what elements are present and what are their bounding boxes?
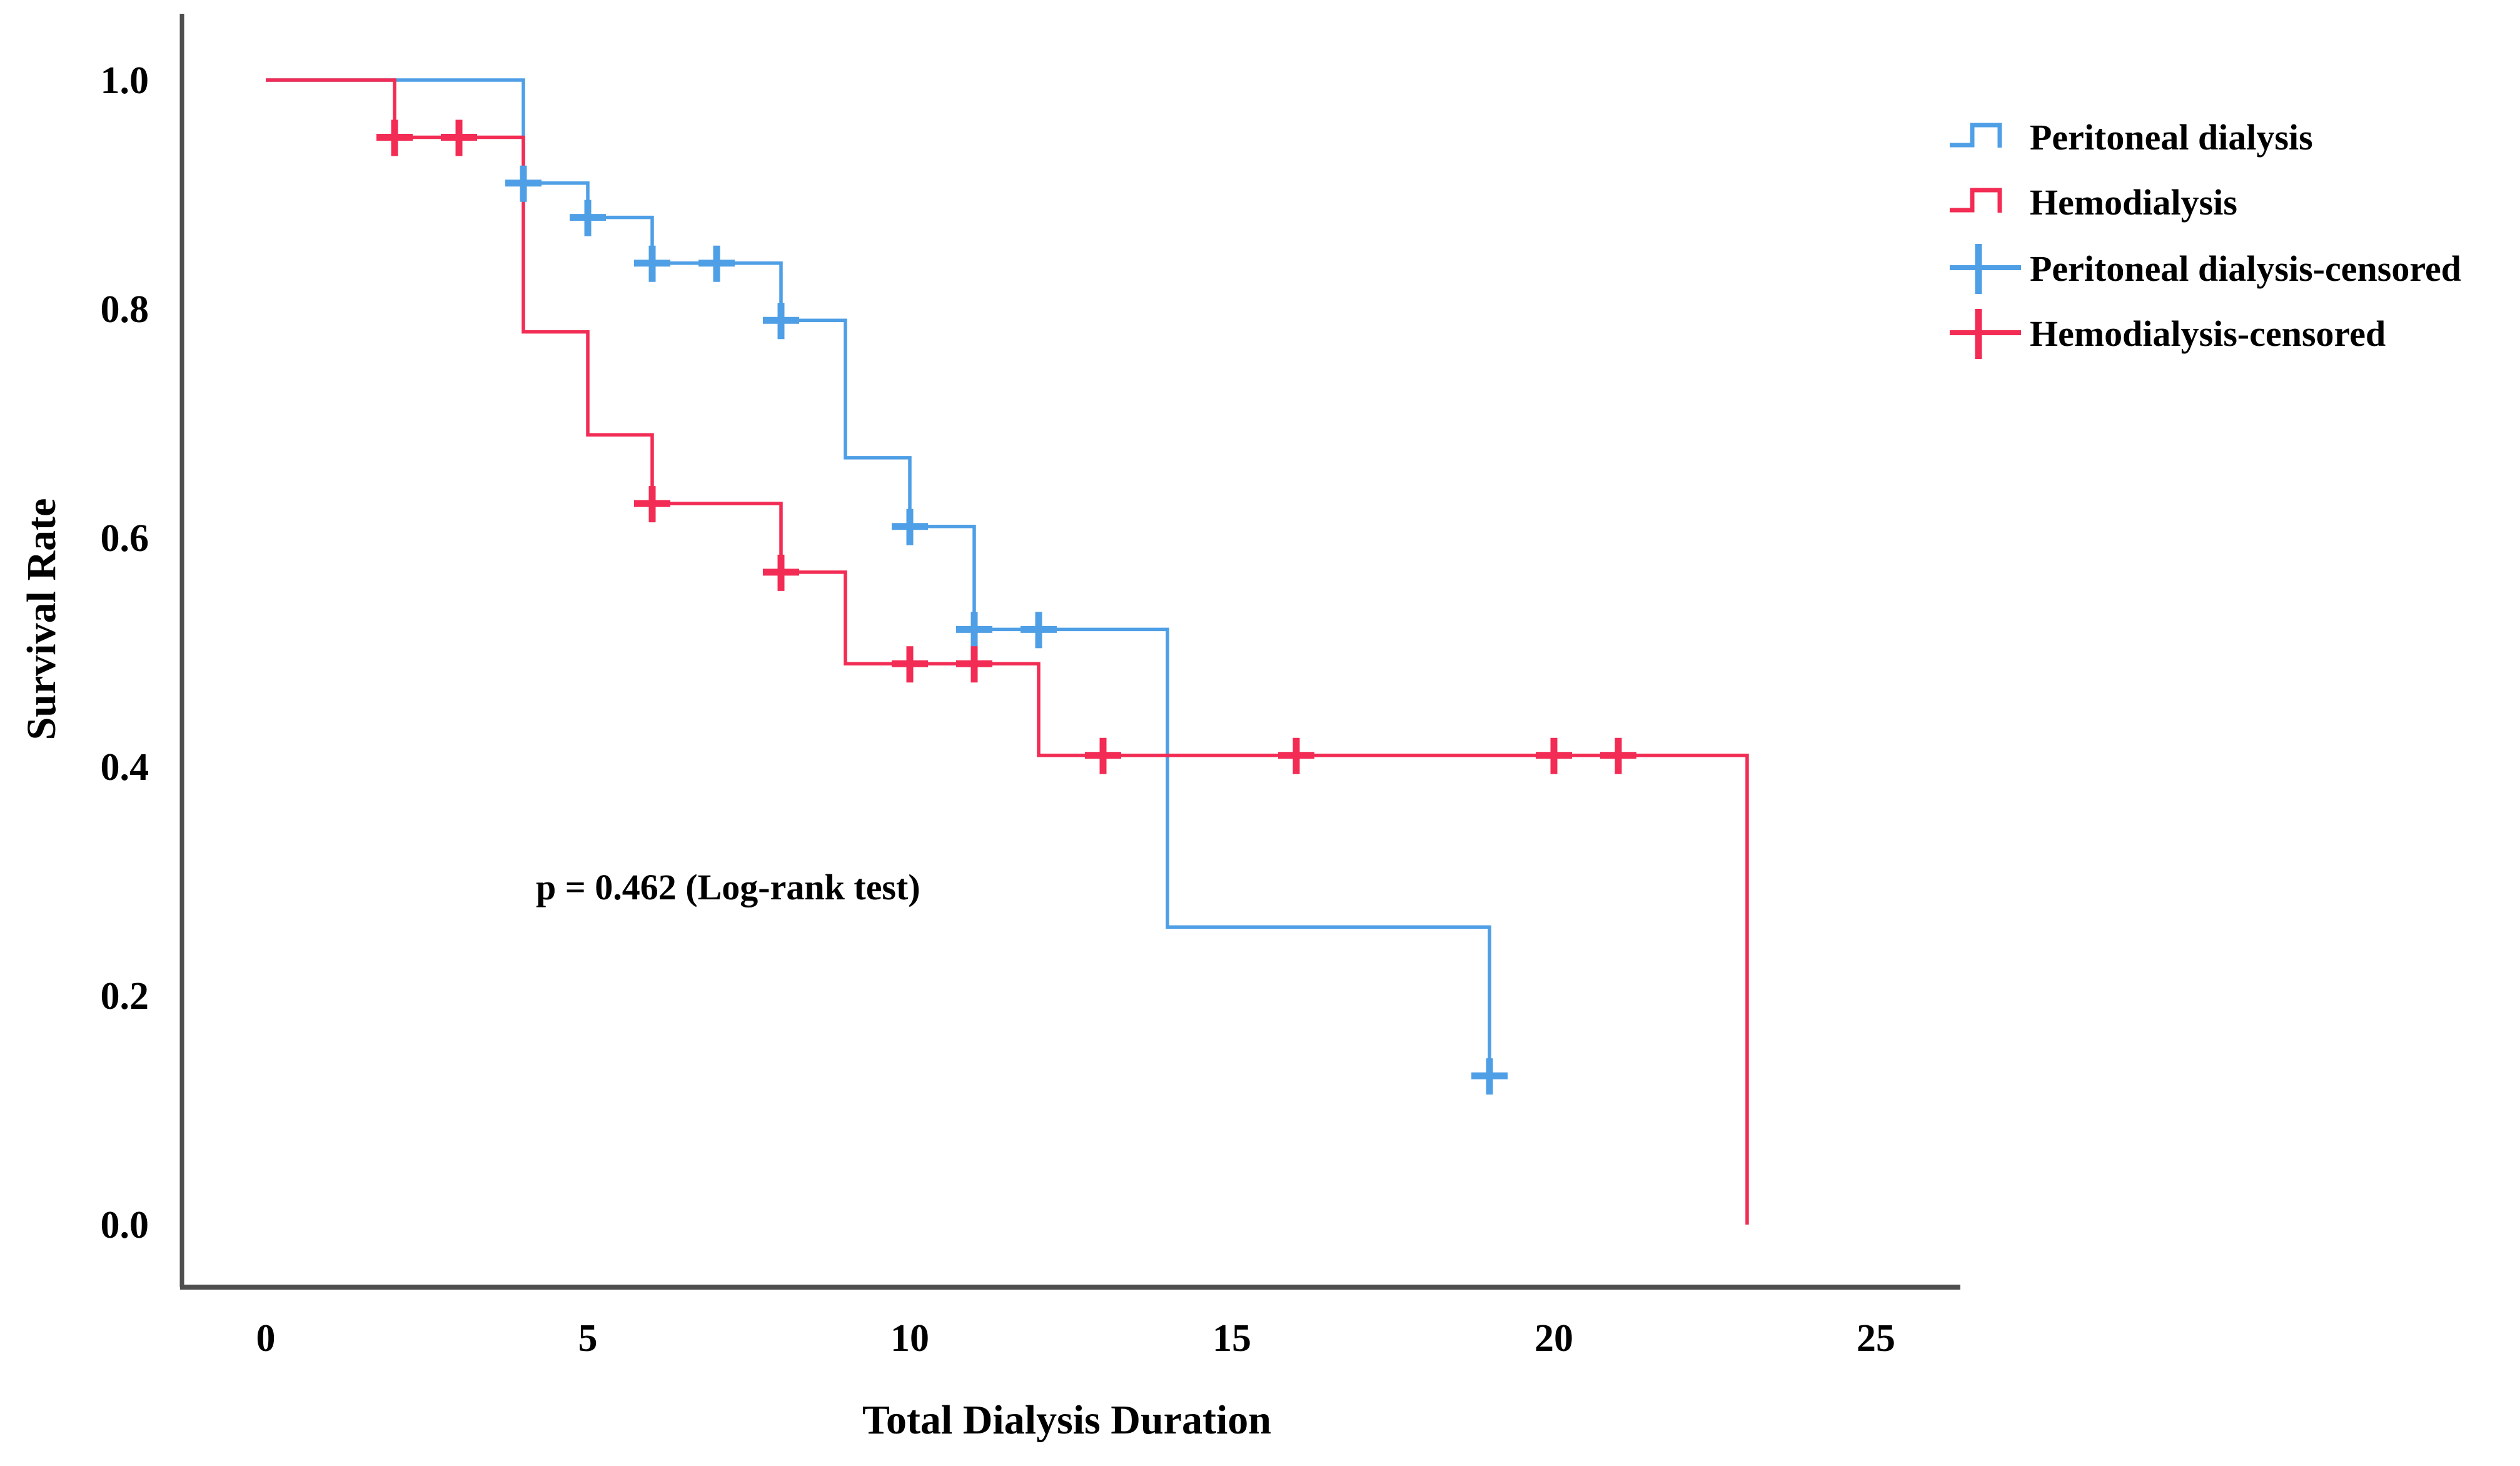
legend-item-hemodialysis: Hemodialysis (1950, 182, 2237, 223)
y-tick-0.8: 0.8 (101, 288, 149, 331)
censor-mark-peritoneal-dialysis (956, 612, 992, 649)
y-tick-1.0: 1.0 (101, 59, 149, 102)
censor-mark-hemodialysis (892, 646, 928, 683)
curve-hemodialysis (266, 78, 1749, 1225)
censor-mark-hemodialysis (376, 119, 413, 156)
legend-item-peritoneal-dialysis: Peritoneal dialysis (1950, 117, 2313, 158)
x-tick-25: 25 (1857, 1317, 1895, 1360)
censor-mark-peritoneal-dialysis (763, 303, 799, 340)
y-tick-0.0: 0.0 (101, 1204, 149, 1246)
y-tick-0.4: 0.4 (101, 746, 149, 789)
censor-mark-hemodialysis (956, 646, 992, 683)
legend-label: Peritoneal dialysis (2030, 117, 2313, 158)
censor-marks (376, 119, 1636, 1095)
censor-mark-hemodialysis (1536, 737, 1572, 774)
censor-mark-peritoneal-dialysis (1021, 612, 1057, 649)
legend-step-line-icon (1950, 123, 2002, 148)
legend-label: Hemodialysis (2030, 182, 2237, 223)
censor-mark-peritoneal-dialysis (698, 245, 735, 282)
legend-label: Hemodialysis-censored (2030, 313, 2386, 354)
censor-mark-hemodialysis (1085, 737, 1121, 774)
censor-mark-peritoneal-dialysis (892, 508, 928, 545)
legend-step-line-icon (1950, 188, 2002, 213)
x-axis-title: Total Dialysis Duration (862, 1397, 1271, 1443)
censor-mark-peritoneal-dialysis (634, 245, 670, 282)
x-tick-20: 20 (1535, 1317, 1573, 1360)
legend-item-hemodialysis-censored: Hemodialysis-censored (1950, 309, 2386, 359)
survival-curves (266, 78, 1749, 1225)
censor-mark-hemodialysis (1600, 737, 1636, 774)
y-axis-tick-labels: 1.0 0.8 0.6 0.4 0.2 0.0 (101, 59, 149, 1246)
x-axis-tick-labels: 0 5 10 15 20 25 (256, 1317, 1896, 1360)
legend-item-peritoneal-dialysis-censored: Peritoneal dialysis-censored (1950, 244, 2461, 294)
censor-mark-hemodialysis (634, 486, 670, 523)
censor-mark-hemodialysis (441, 119, 477, 156)
x-tick-5: 5 (578, 1317, 598, 1360)
legend-label: Peritoneal dialysis-censored (2030, 248, 2461, 289)
p-value-annotation: p = 0.462 (Log-rank test) (536, 867, 920, 907)
censor-mark-peritoneal-dialysis (570, 200, 606, 236)
y-axis-title: Survival Rate (19, 498, 64, 741)
y-tick-0.2: 0.2 (101, 975, 149, 1018)
censor-mark-hemodialysis (1278, 737, 1314, 774)
censor-mark-peritoneal-dialysis (1471, 1058, 1508, 1095)
x-tick-15: 15 (1212, 1317, 1251, 1360)
x-tick-10: 10 (890, 1317, 929, 1360)
censor-mark-hemodialysis (763, 554, 799, 591)
y-tick-0.6: 0.6 (101, 517, 149, 560)
censor-mark-peritoneal-dialysis (505, 165, 542, 202)
x-tick-0: 0 (256, 1317, 276, 1360)
curve-peritoneal-dialysis (266, 78, 1491, 1076)
legend: Peritoneal dialysis Hemodialysis Peritonea… (1950, 117, 2461, 359)
